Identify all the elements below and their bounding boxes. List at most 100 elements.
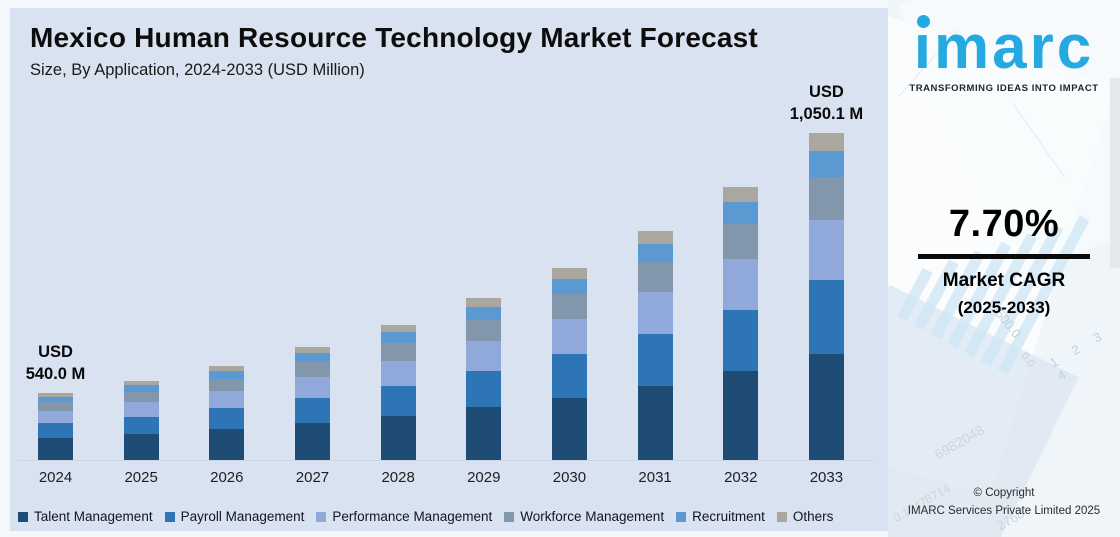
segment-workforce-management-2028	[380, 343, 416, 361]
cagr-period: (2025-2033)	[957, 298, 1051, 317]
bar-stack-2030	[551, 268, 587, 460]
imarc-logo: ımarc TRANSFORMING IDEAS INTO IMPACT	[888, 12, 1120, 94]
segment-talent-management-2033	[808, 353, 844, 460]
bar-stack-2026	[209, 366, 245, 460]
segment-payroll-management-2025	[123, 416, 159, 435]
x-tick-2024: 2024	[38, 469, 73, 486]
segment-workforce-management-2026	[209, 378, 245, 391]
sidebar: 500.0 0.0 1 2 3 4 6982048 0.13478714 276…	[888, 0, 1120, 537]
segment-performance-management-2024	[38, 410, 73, 424]
x-tick-2025: 2025	[124, 469, 158, 486]
segment-recruitment-2031	[637, 243, 673, 262]
cagr-label: Market CAGR	[942, 270, 1066, 291]
segment-others-2024	[38, 393, 73, 397]
imarc-logo-text: ımarc	[913, 13, 1095, 82]
legend-label: Others	[792, 509, 834, 524]
segment-performance-management-2030	[551, 318, 587, 355]
bar-stack-2028	[380, 325, 416, 460]
segment-payroll-management-2033	[808, 280, 844, 354]
bar-column-2026: 2026	[209, 366, 245, 486]
segment-performance-management-2032	[723, 259, 759, 310]
copyright: © Copyright IMARC Services Private Limit…	[888, 485, 1120, 521]
watermark-number: 0.0	[1018, 350, 1038, 370]
cagr-value: 7.70%	[948, 203, 1060, 245]
segment-talent-management-2028	[380, 416, 416, 460]
value-label-amount: 1,050.1 M	[789, 104, 864, 123]
segment-recruitment-2027	[294, 353, 330, 363]
segment-payroll-management-2027	[294, 397, 330, 424]
x-tick-2028: 2028	[381, 469, 415, 486]
segment-recruitment-2029	[466, 306, 502, 320]
bar-column-2031: 2031	[637, 231, 673, 486]
legend-label: Recruitment	[692, 509, 765, 524]
legend-item-others: Others	[776, 509, 834, 524]
watermark-number: 1 2 3 4	[1047, 325, 1111, 384]
bar-column-2027: 2027	[294, 347, 330, 486]
segment-payroll-management-2024	[38, 423, 73, 439]
segment-recruitment-2026	[209, 371, 245, 379]
copyright-line2: IMARC Services Private Limited 2025	[907, 505, 1101, 518]
cagr-underline	[918, 254, 1090, 259]
segment-performance-management-2033	[808, 219, 844, 281]
segment-talent-management-2032	[723, 371, 759, 460]
legend-item-payroll-management: Payroll Management	[164, 509, 305, 524]
legend-swatch-payroll-management	[164, 511, 175, 522]
segment-payroll-management-2026	[209, 408, 245, 430]
segment-performance-management-2027	[294, 376, 330, 398]
segment-payroll-management-2032	[723, 309, 759, 372]
segment-others-2027	[294, 347, 330, 354]
segment-recruitment-2024	[38, 396, 73, 403]
value-label-amount: 540.0 M	[25, 364, 86, 383]
bar-stack-2025	[123, 381, 159, 460]
bar-stack-2024	[38, 393, 73, 460]
segment-others-2030	[551, 268, 587, 279]
segment-others-2026	[209, 366, 245, 372]
segment-others-2031	[637, 231, 673, 244]
value-label-currency: USD	[808, 83, 844, 102]
segment-performance-management-2029	[466, 340, 502, 371]
segment-workforce-management-2025	[123, 391, 159, 402]
segment-others-2033	[808, 133, 844, 151]
legend: Talent Management Payroll Management Perfo…	[18, 509, 884, 524]
value-label-2024: USD 540.0 M	[26, 342, 86, 385]
bar-column-2028: 2028	[380, 325, 416, 486]
legend-label: Payroll Management	[180, 509, 305, 524]
x-tick-2027: 2027	[295, 469, 330, 486]
legend-item-workforce-management: Workforce Management	[504, 509, 664, 524]
segment-workforce-management-2024	[38, 402, 73, 411]
segment-talent-management-2029	[466, 407, 502, 460]
segment-workforce-management-2027	[294, 362, 330, 377]
x-tick-2033: 2033	[809, 469, 844, 486]
segment-workforce-management-2031	[637, 261, 673, 292]
segment-performance-management-2031	[637, 291, 673, 335]
value-label-currency: USD	[38, 343, 73, 362]
segment-workforce-management-2032	[723, 223, 759, 260]
x-tick-2031: 2031	[638, 469, 672, 486]
sidebar-decoration-line	[1012, 102, 1065, 178]
legend-item-talent-management: Talent Management	[18, 509, 153, 524]
chart-title: Mexico Human Resource Technology Market …	[30, 22, 758, 53]
segment-recruitment-2033	[808, 151, 844, 178]
bar-column-2030: 2030	[551, 268, 587, 486]
segment-others-2032	[723, 187, 759, 203]
copyright-line1: © Copyright	[973, 487, 1035, 500]
segment-talent-management-2031	[637, 385, 673, 460]
segment-others-2029	[466, 298, 502, 307]
bar-stack-2029	[466, 298, 502, 460]
segment-recruitment-2032	[723, 202, 759, 224]
x-tick-2032: 2032	[724, 469, 758, 486]
plot-area: 2024 USD 540.0 M 2025 2026 2027 2028 2029 2030 20…	[26, 8, 863, 486]
segment-payroll-management-2030	[551, 354, 587, 398]
watermark-number: 6982048	[931, 421, 987, 463]
segment-performance-management-2025	[123, 401, 159, 417]
segment-recruitment-2028	[380, 332, 416, 344]
chart-subtitle: Size, By Application, 2024-2033 (USD Mil…	[30, 61, 365, 79]
cagr-block: 7.70% Market CAGR (2025-2033)	[888, 203, 1120, 318]
legend-swatch-talent-management	[18, 511, 28, 522]
legend-label: Workforce Management	[520, 509, 665, 524]
bar-column-2033: 2033 USD 1,050.1 M	[790, 83, 863, 486]
logo-tagline: TRANSFORMING IDEAS INTO IMPACT	[909, 83, 1099, 95]
segment-workforce-management-2030	[551, 293, 587, 319]
legend-swatch-performance-management	[316, 511, 327, 522]
legend-swatch-recruitment	[676, 511, 687, 522]
